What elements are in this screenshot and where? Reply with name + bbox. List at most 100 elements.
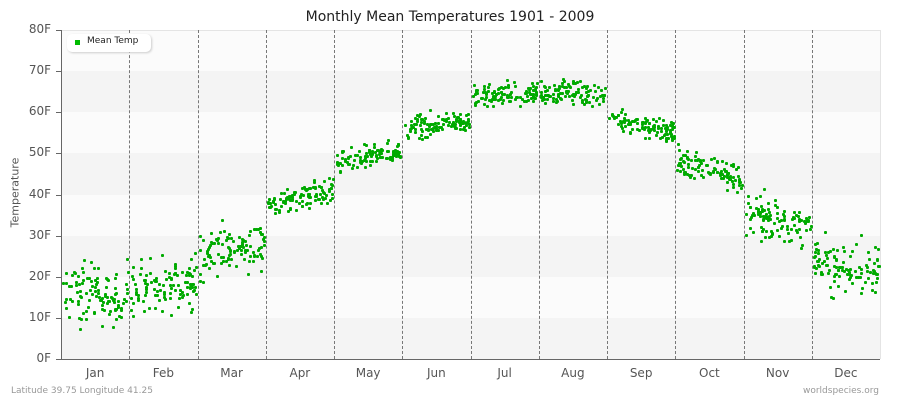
data-point <box>780 218 784 222</box>
month-divider <box>539 30 540 359</box>
data-point <box>765 217 769 221</box>
data-point <box>840 265 844 269</box>
data-point <box>832 248 836 252</box>
data-point <box>317 197 321 201</box>
data-point <box>720 173 724 177</box>
data-point <box>74 283 78 287</box>
data-point <box>74 281 78 285</box>
data-point <box>799 246 803 250</box>
data-point <box>447 120 451 124</box>
data-point <box>373 150 377 154</box>
data-point <box>644 126 648 130</box>
data-point <box>99 298 103 302</box>
data-point <box>417 136 421 140</box>
data-point <box>241 243 245 247</box>
data-point <box>252 227 256 231</box>
y-axis <box>61 30 62 360</box>
y-tick-label: 70F <box>28 63 51 78</box>
data-point <box>206 251 210 255</box>
data-point <box>360 159 364 163</box>
data-point <box>245 249 249 253</box>
data-point <box>659 137 663 141</box>
data-point <box>824 253 828 257</box>
data-point <box>474 104 478 108</box>
data-point <box>529 96 533 100</box>
data-point <box>422 119 426 123</box>
data-point <box>452 121 456 125</box>
data-point <box>723 174 727 178</box>
data-point <box>492 91 496 95</box>
data-point <box>227 254 231 258</box>
data-point <box>776 211 780 215</box>
data-point <box>679 165 683 169</box>
data-point <box>525 100 529 104</box>
data-point <box>636 121 640 125</box>
data-point <box>386 139 390 143</box>
data-point <box>291 197 295 201</box>
data-point <box>298 202 302 206</box>
data-point <box>826 263 830 267</box>
data-point <box>661 136 665 140</box>
data-point <box>860 268 864 272</box>
data-point <box>670 137 674 141</box>
data-point <box>558 91 562 95</box>
data-point <box>456 115 460 119</box>
data-point <box>473 84 477 88</box>
y-tick <box>56 30 61 31</box>
month-divider <box>471 30 472 359</box>
data-point <box>259 246 263 250</box>
plot-right-border <box>880 30 881 359</box>
data-point <box>111 296 115 300</box>
data-point <box>866 276 870 280</box>
data-point <box>535 86 539 90</box>
data-point <box>877 264 881 268</box>
data-point <box>194 266 198 270</box>
data-point <box>368 163 372 167</box>
data-point <box>267 197 271 201</box>
data-point <box>697 169 701 173</box>
data-point <box>228 250 232 254</box>
data-point <box>163 291 167 295</box>
x-tick-label: Dec <box>834 366 858 380</box>
chart-title: Monthly Mean Temperatures 1901 - 2009 <box>305 9 595 25</box>
data-point <box>693 155 697 158</box>
data-point <box>619 110 623 114</box>
data-point <box>591 104 595 108</box>
data-point <box>107 278 111 282</box>
data-point <box>468 125 472 129</box>
data-point <box>665 129 669 133</box>
data-point <box>690 158 694 162</box>
data-point <box>661 124 665 128</box>
y-tick-label: 20F <box>28 268 51 283</box>
data-point <box>208 266 212 270</box>
data-point <box>684 153 688 157</box>
data-point <box>428 132 432 136</box>
data-point <box>617 113 621 117</box>
data-point <box>764 235 768 239</box>
data-point <box>719 176 723 180</box>
data-point <box>847 277 851 281</box>
data-point <box>798 211 802 215</box>
data-point <box>428 124 432 128</box>
data-point <box>257 248 260 252</box>
data-point <box>482 102 486 106</box>
data-point <box>542 97 546 101</box>
data-point <box>570 98 574 102</box>
data-point <box>484 96 488 100</box>
data-point <box>134 290 138 294</box>
data-point <box>294 209 298 213</box>
data-point <box>424 128 428 132</box>
data-point <box>693 159 697 163</box>
data-point <box>442 118 446 122</box>
data-point <box>384 157 388 161</box>
data-point <box>793 223 797 227</box>
data-point <box>143 279 147 283</box>
data-point <box>247 273 251 277</box>
data-point <box>548 86 552 90</box>
data-point <box>783 219 787 223</box>
data-point <box>684 170 688 174</box>
data-point <box>666 136 670 140</box>
y-tick-label: 40F <box>28 186 51 201</box>
data-point <box>228 232 232 236</box>
data-point <box>371 150 375 154</box>
